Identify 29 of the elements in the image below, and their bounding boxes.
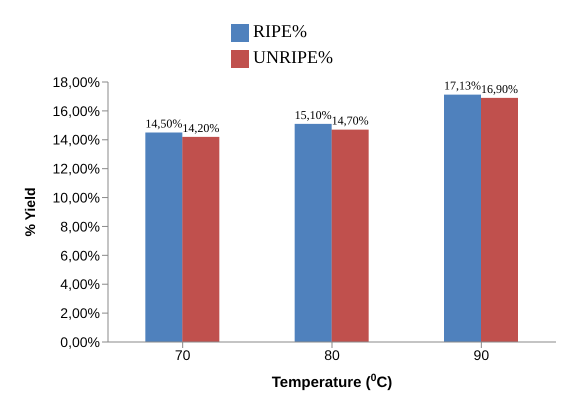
data-label: 14,70%	[332, 114, 369, 128]
y-tick-label: 18,00%	[52, 74, 100, 90]
legend-label: UNRIPE%	[253, 47, 333, 67]
data-label: 15,10%	[294, 108, 332, 122]
data-label: 14,20%	[182, 120, 220, 135]
y-tick-label: 6,00%	[60, 247, 100, 264]
y-tick-label: 10,00%	[52, 190, 100, 206]
x-tick-label: 90	[474, 346, 490, 363]
y-tick-label: 16,00%	[52, 102, 100, 119]
y-tick-label: 14,00%	[52, 132, 100, 148]
bar	[182, 136, 220, 342]
data-label: 16,90%	[481, 82, 518, 96]
y-tick-label: 4,00%	[60, 276, 100, 292]
data-label: 17,13%	[444, 78, 481, 93]
bar	[332, 130, 369, 342]
bar	[294, 124, 332, 342]
y-tick-label: 12,00%	[52, 160, 100, 177]
y-tick-label: 2,00%	[60, 305, 100, 322]
y-axis-title: % Yield	[22, 187, 38, 237]
x-tick-label: 80	[324, 346, 340, 363]
bar	[481, 98, 518, 342]
legend-label: RIPE%	[253, 21, 307, 41]
x-tick-label: 70	[174, 346, 191, 363]
y-tick-label: 0,00%	[60, 334, 100, 350]
bar	[444, 94, 481, 342]
x-axis-title: Temperature ($^{0}$C)	[272, 372, 392, 391]
data-label: 14,50%	[145, 116, 182, 131]
y-tick-label: 8,00%	[60, 218, 100, 234]
bar	[145, 132, 182, 342]
